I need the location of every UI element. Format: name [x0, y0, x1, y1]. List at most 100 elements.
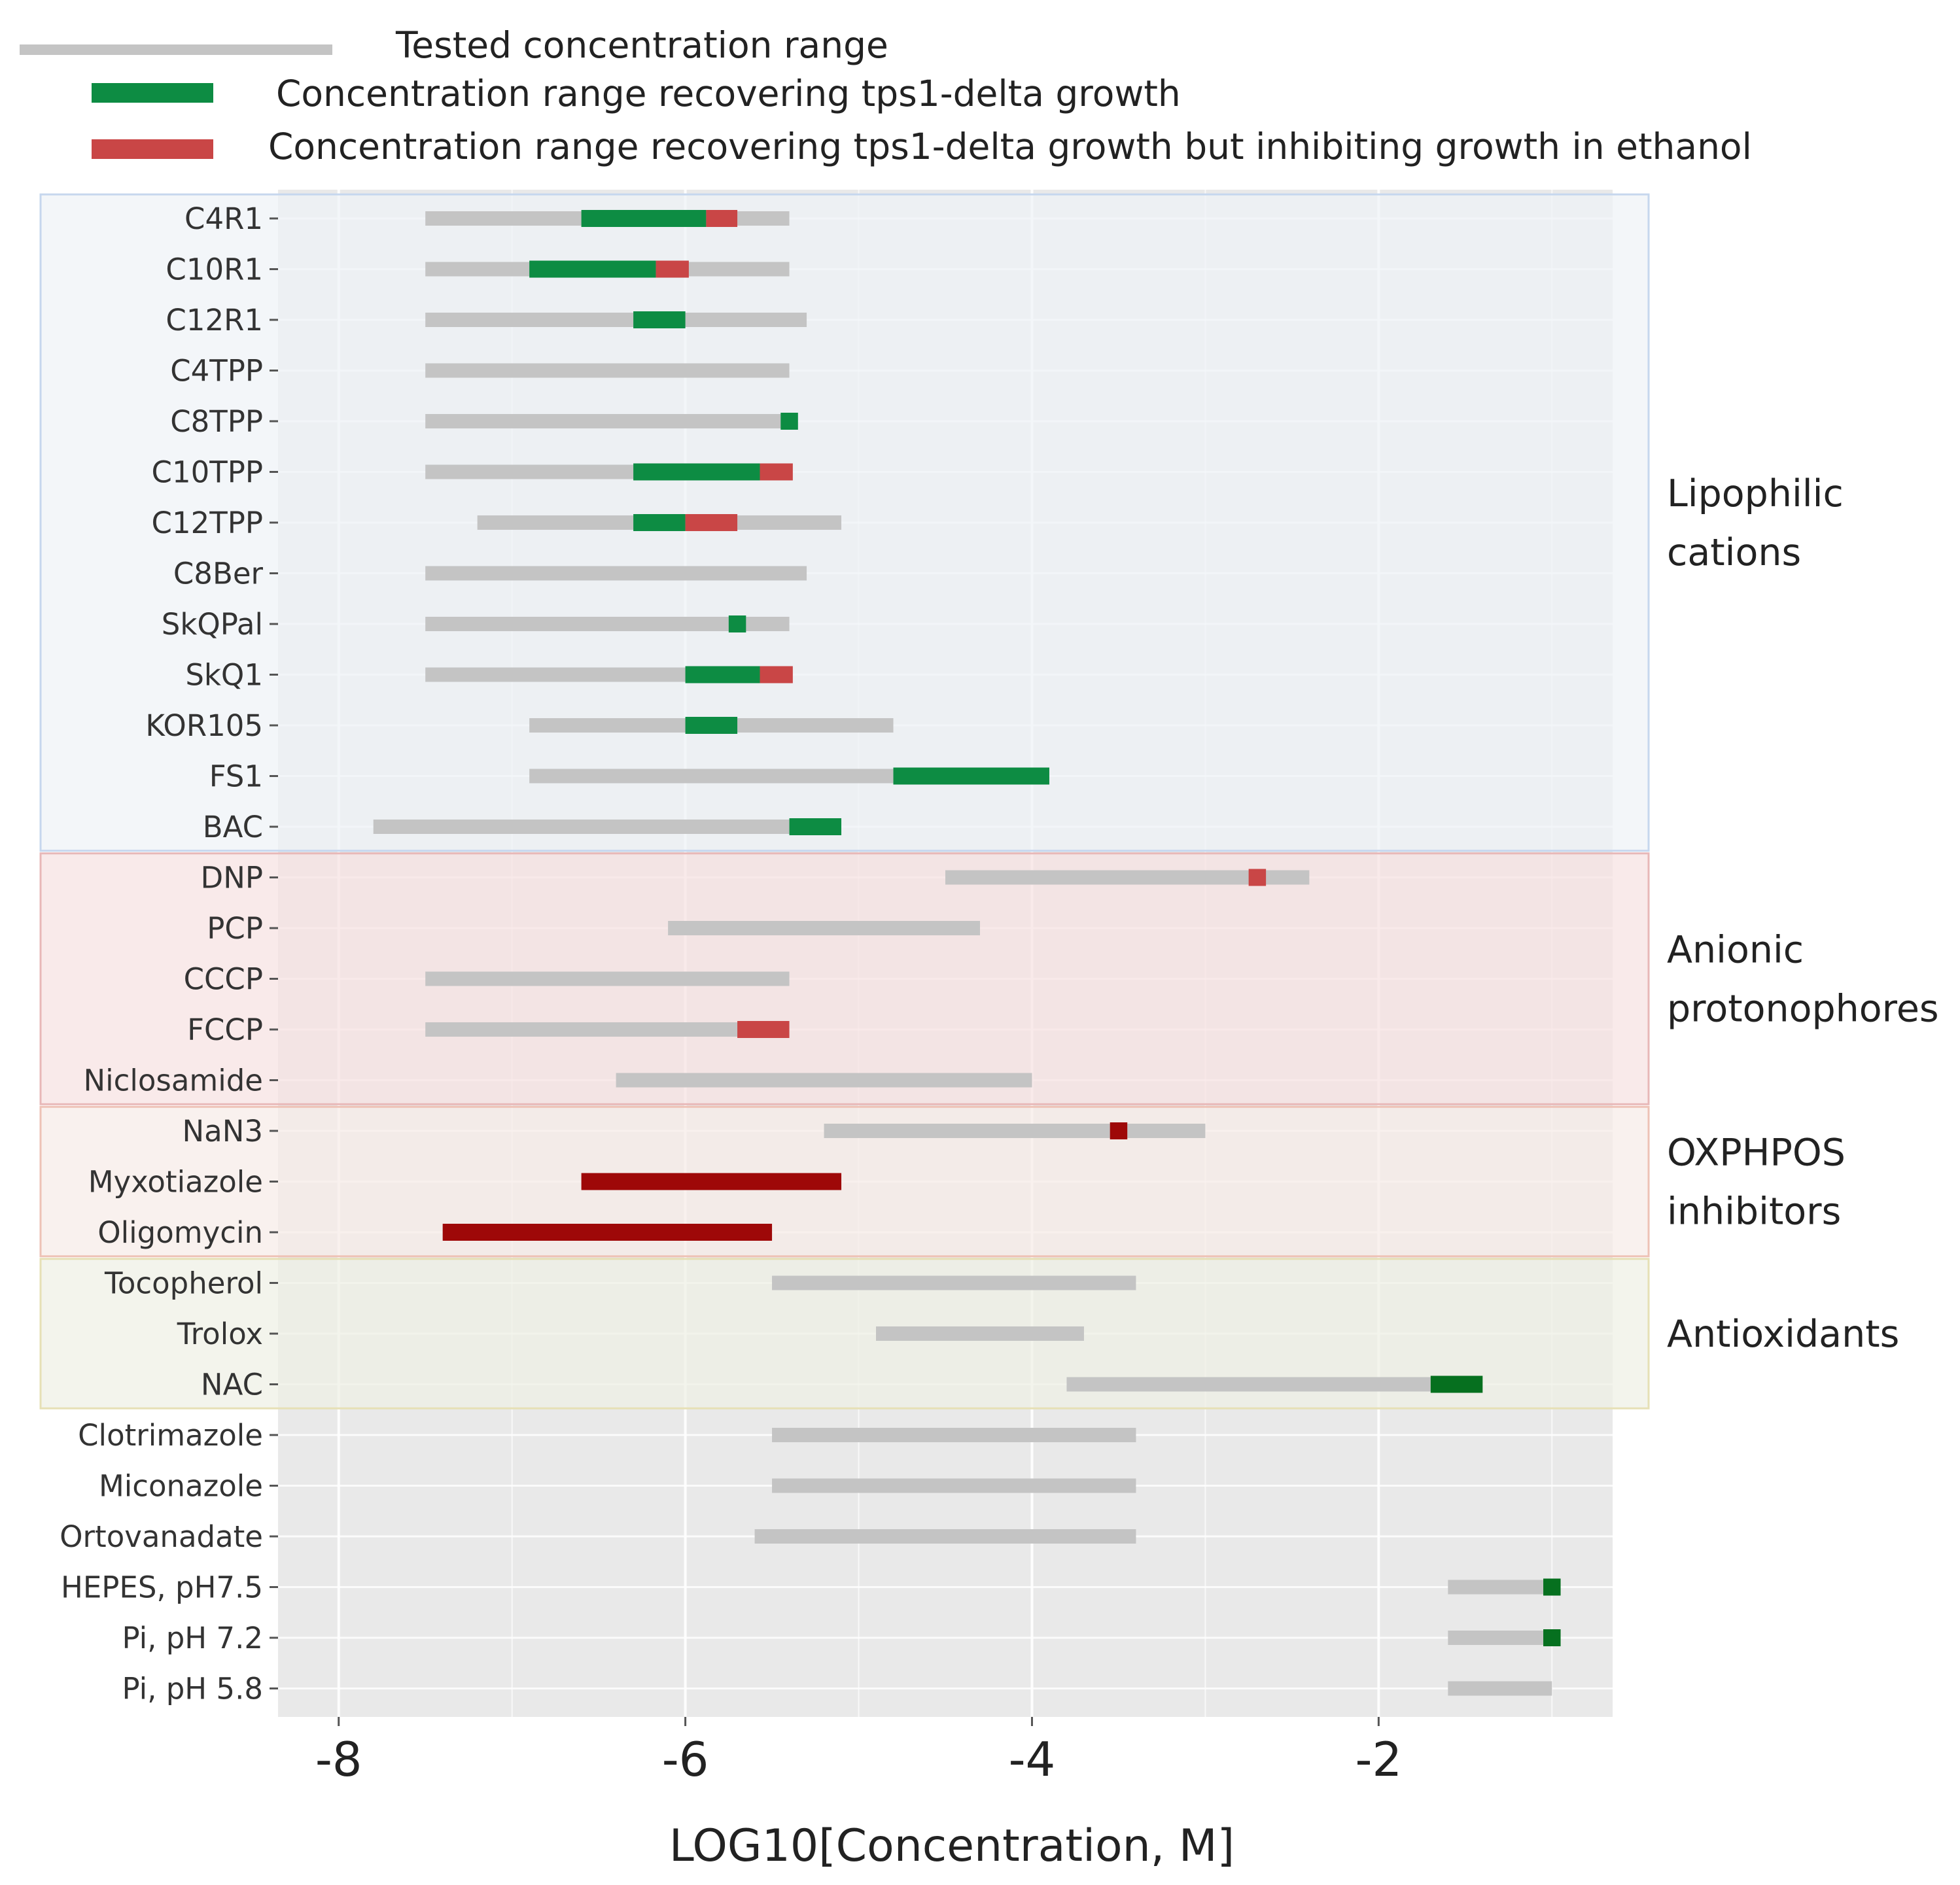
tested-range-bar: [373, 820, 790, 834]
recover-range-bar: [780, 413, 798, 430]
tested-range-bar: [772, 1428, 1136, 1442]
x-tick-label: -8: [315, 1732, 362, 1787]
tested-range-bar: [754, 1529, 1136, 1544]
dark_green-range-bar: [1543, 1629, 1561, 1646]
tested-range-bar: [945, 870, 1310, 885]
range-bars: [373, 210, 1561, 1696]
recover-range-bar: [581, 210, 707, 227]
legend: Tested concentration range Concentration …: [20, 24, 1752, 167]
recover-range-bar: [529, 260, 656, 278]
recover-range-bar: [789, 818, 842, 835]
inhibit-range-bar: [1248, 869, 1267, 886]
tested-range-bar: [616, 1073, 1032, 1088]
tested-range-bar: [529, 769, 894, 784]
row-label: Trolox: [177, 1317, 263, 1351]
dark_green-range-bar: [1430, 1375, 1483, 1393]
group-box: [39, 852, 1650, 1105]
group-boxes: [39, 193, 1650, 1409]
row-label: SkQPal: [162, 607, 263, 642]
recover-range-bar: [685, 717, 738, 734]
row-labels: C4R1 C10R1 C12R1 C4TPP C8TPP C10TPP C12TPP C8Be…: [60, 201, 278, 1706]
row-label: Tocopherol: [104, 1266, 263, 1301]
recover-range-bar: [633, 311, 686, 328]
x-tick-label: -4: [1009, 1732, 1056, 1787]
tested-range-bar: [1448, 1580, 1552, 1595]
tested-range-bar: [425, 971, 790, 986]
tested-range-bar: [824, 1124, 1206, 1138]
row-label: SkQ1: [185, 658, 263, 693]
row-label: C10TPP: [152, 455, 263, 490]
row-label: Pi, pH 7.2: [122, 1621, 263, 1655]
inhibit-range-bar: [760, 666, 793, 683]
row-label: Ortovanadate: [60, 1519, 263, 1554]
dark_red-range-bar: [1110, 1122, 1128, 1139]
tested-range-bar: [425, 414, 790, 428]
row-label: C4TPP: [170, 354, 263, 389]
recover-range-bar: [633, 514, 686, 531]
recover-range-bar: [633, 463, 760, 481]
group-label: Lipophilic: [1667, 472, 1844, 515]
tested-range-bar: [425, 566, 807, 581]
row-label: Niclosamide: [83, 1064, 263, 1098]
x-tick-label: -6: [662, 1732, 709, 1787]
row-label: NaN3: [182, 1114, 263, 1149]
group-label: Anionic: [1667, 929, 1804, 972]
tested-range-bar: [425, 617, 790, 631]
dark_red-range-bar: [442, 1224, 773, 1241]
inhibit-range-bar: [685, 514, 738, 531]
row-label: Pi, pH 5.8: [122, 1672, 263, 1706]
row-label: CCCP: [184, 962, 263, 997]
x-axis-title: LOG10[Concentration, M]: [669, 1820, 1234, 1872]
tested-range-bar: [1066, 1377, 1431, 1392]
group-label: cations: [1667, 531, 1801, 574]
row-label: Myxotiazole: [88, 1165, 263, 1200]
tested-range-bar: [425, 313, 807, 327]
inhibit-range-bar: [656, 260, 689, 278]
tested-range-bar: [425, 1022, 790, 1037]
row-label: FS1: [209, 759, 263, 794]
row-label: HEPES, pH7.5: [61, 1570, 263, 1605]
legend-label-tested: Tested concentration range: [395, 24, 888, 66]
group-label: Antioxidants: [1667, 1313, 1899, 1356]
row-label: C8TPP: [170, 404, 263, 439]
row-label: Oligomycin: [97, 1215, 263, 1250]
row-label: C10R1: [166, 252, 263, 287]
row-label: C12TPP: [152, 506, 263, 540]
tested-range-bar: [1448, 1681, 1552, 1696]
recover-range-bar: [893, 767, 1049, 785]
row-label: PCP: [207, 911, 263, 946]
row-label: Miconazole: [99, 1469, 263, 1504]
tested-range-bar: [668, 921, 980, 935]
group-labels: Lipophilic cations Anionic protonophores OXP…: [1667, 472, 1939, 1356]
tested-range-bar: [1448, 1631, 1552, 1645]
legend-swatch-tested: [20, 44, 332, 55]
inhibit-range-bar: [760, 463, 793, 481]
recover-range-bar: [728, 615, 746, 632]
recover-range-bar: [685, 666, 760, 683]
group-label: OXPHPOS: [1667, 1132, 1846, 1175]
inhibit-range-bar: [737, 1021, 790, 1038]
x-tick-label: -2: [1355, 1732, 1402, 1787]
tested-range-bar: [876, 1326, 1084, 1341]
tested-range-bar: [772, 1478, 1136, 1493]
inhibit-range-bar: [706, 210, 738, 227]
row-label: C8Ber: [173, 557, 264, 591]
x-axis-ticks: -8 -6 -4 -2: [315, 1717, 1402, 1787]
group-label: inhibitors: [1667, 1190, 1841, 1234]
group-box: [39, 193, 1650, 852]
legend-swatch-recover: [92, 83, 213, 103]
row-label: BAC: [203, 810, 263, 844]
row-label: Clotrimazole: [78, 1418, 263, 1453]
row-label: C4R1: [184, 201, 263, 236]
row-label: C12R1: [166, 303, 263, 337]
tested-range-bar: [772, 1275, 1136, 1290]
dark_green-range-bar: [1543, 1578, 1561, 1596]
row-label: KOR105: [145, 708, 263, 743]
row-label: DNP: [201, 861, 263, 895]
legend-label-recover: Concentration range recovering tps1-delt…: [276, 73, 1181, 114]
dark_red-range-bar: [581, 1173, 842, 1190]
tested-range-bar: [425, 363, 790, 378]
group-label: protonophores: [1667, 988, 1939, 1031]
row-label: NAC: [201, 1368, 263, 1402]
